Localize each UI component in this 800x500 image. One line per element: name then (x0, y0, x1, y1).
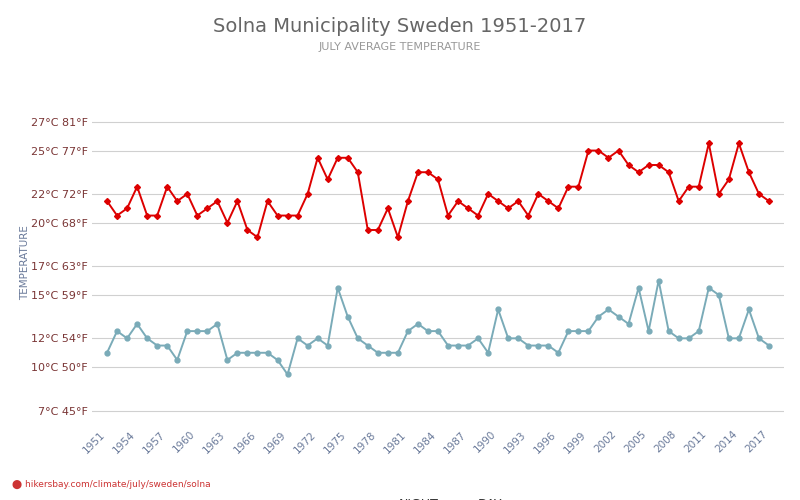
Y-axis label: TEMPERATURE: TEMPERATURE (20, 225, 30, 300)
NIGHT (182, 328, 192, 334)
NIGHT (654, 278, 663, 283)
NIGHT (764, 342, 774, 348)
NIGHT (724, 336, 734, 342)
DAY (152, 212, 162, 218)
NIGHT (413, 321, 422, 327)
DAY (102, 198, 112, 204)
NIGHT (614, 314, 623, 320)
DAY (383, 206, 393, 212)
Legend: NIGHT, DAY: NIGHT, DAY (368, 493, 508, 500)
DAY (764, 198, 774, 204)
Line: NIGHT: NIGHT (105, 278, 771, 377)
Text: ⬤ hikersbay.com/climate/july/sweden/solna: ⬤ hikersbay.com/climate/july/sweden/soln… (12, 480, 210, 489)
DAY (614, 148, 623, 154)
NIGHT (383, 350, 393, 356)
DAY (253, 234, 262, 240)
Text: Solna Municipality Sweden 1951-2017: Solna Municipality Sweden 1951-2017 (214, 18, 586, 36)
NIGHT (282, 372, 292, 378)
NIGHT (102, 350, 112, 356)
DAY (182, 191, 192, 197)
DAY (724, 176, 734, 182)
Text: JULY AVERAGE TEMPERATURE: JULY AVERAGE TEMPERATURE (319, 42, 481, 52)
DAY (413, 169, 422, 175)
NIGHT (152, 342, 162, 348)
Line: DAY: DAY (105, 142, 771, 240)
DAY (704, 140, 714, 146)
